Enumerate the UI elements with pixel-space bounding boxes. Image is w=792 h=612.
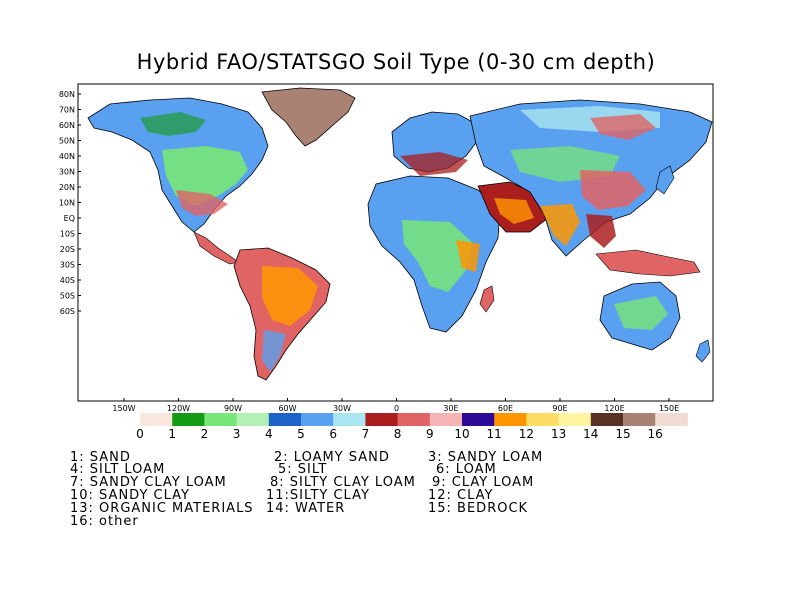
lon-tick-label: 120E (604, 404, 624, 413)
colorbar-label: 14 (583, 427, 598, 441)
europe-south (400, 152, 468, 176)
lon-tick-label: 30E (443, 404, 458, 413)
colorbar-label: 12 (519, 427, 534, 441)
colorbar-label: 7 (362, 427, 370, 441)
lat-tick-label: 60N (59, 121, 75, 130)
lon-tick-label: 90E (552, 404, 567, 413)
latitude-axis: 80N 70N 60N 50N 40N 30N 20N 10N EQ 10S 20S 30S 40S 50… (59, 90, 81, 316)
colorbar-swatch (397, 413, 431, 426)
lat-tick-label: 80N (59, 90, 75, 99)
colorbar-swatch (590, 413, 624, 426)
colorbar-label: 8 (394, 427, 402, 441)
lat-tick-label: EQ (64, 214, 75, 223)
colorbar-label: 13 (551, 427, 566, 441)
legend-item-11: 11:SILTY CLAY (266, 488, 370, 503)
colorbar-swatch (140, 413, 173, 426)
colorbar-label: 11 (487, 427, 502, 441)
legend-item-13: 13: ORGANIC MATERIALS (70, 501, 254, 516)
australia-interior (614, 296, 668, 330)
colorbar-swatch (655, 413, 688, 426)
lon-tick-label: 30W (333, 404, 351, 413)
colorbar-swatch (301, 413, 334, 426)
asia-east-siberia (590, 114, 656, 140)
legend-item-15: 15: BEDROCK (428, 501, 529, 516)
colorbar-swatch (333, 413, 366, 426)
lat-tick-label: 50S (60, 292, 75, 301)
colorbar-swatch (494, 413, 527, 426)
lat-tick-label: 10N (59, 199, 75, 208)
legend-item-8: 8: SILTY CLAY LOAM (270, 475, 416, 490)
longitude-axis: 150W 120W 90W 60W 30W 0 30E 60E 90E 120E 150E (112, 398, 679, 413)
lon-tick-label: 0 (394, 404, 399, 413)
lon-tick-label: 60E (498, 404, 513, 413)
lon-tick-label: 120W (167, 404, 190, 413)
madagascar (479, 285, 495, 313)
colorbar-swatch (204, 413, 238, 426)
asia-india (540, 204, 580, 246)
legend-item-14: 14: WATER (266, 501, 346, 516)
colorbar-label: 1 (168, 427, 176, 441)
lon-tick-label: 90W (224, 404, 242, 413)
colorbar-label: 3 (233, 427, 241, 441)
north-america-north (140, 112, 206, 136)
lat-tick-label: 50N (59, 137, 75, 146)
north-america-south (176, 190, 228, 216)
africa-interior (402, 220, 472, 292)
lat-tick-label: 70N (59, 106, 75, 115)
lon-tick-label: 60W (278, 404, 296, 413)
legend-item-16: 16: other (70, 514, 139, 529)
map-title: Hybrid FAO/STATSGO Soil Type (0-30 cm de… (136, 50, 656, 74)
lat-tick-label: 30S (60, 261, 75, 270)
legend-item-4: 4: SILT LOAM (70, 462, 166, 477)
legend-item-1: 1: SAND (70, 450, 131, 465)
lat-tick-label: 10S (60, 230, 75, 239)
lat-tick-label: 30N (59, 168, 75, 177)
arabia-sand (494, 198, 534, 224)
indonesia (595, 249, 701, 277)
colorbar-label: 15 (615, 427, 630, 441)
colorbar-swatch (236, 413, 270, 426)
colorbar-label: 4 (265, 427, 273, 441)
japan (655, 165, 675, 195)
colorbar-label: 5 (297, 427, 305, 441)
colorbar-swatch (526, 413, 560, 426)
colorbar-swatch (429, 413, 463, 426)
south-america-south (262, 330, 286, 372)
legend-item-7: 7: SANDY CLAY LOAM (70, 475, 227, 490)
colorbar-swatch (623, 413, 656, 426)
lat-tick-label: 40N (59, 152, 75, 161)
colorbar-swatch (365, 413, 399, 426)
legend-item-9: 9: CLAY LOAM (432, 475, 535, 490)
colorbar-swatch (268, 413, 302, 426)
legend-item-6: 6: LOAM (436, 462, 497, 477)
lon-tick-label: 150W (112, 404, 135, 413)
colorbar-label: 0 (136, 427, 144, 441)
legend-item-3: 3: SANDY LOAM (428, 450, 544, 465)
colorbar-label: 9 (426, 427, 434, 441)
colorbar-label: 16 (648, 427, 663, 441)
legend-item-12: 12: CLAY (428, 488, 494, 503)
legend-item-2: 2: LOAMY SAND (274, 450, 390, 465)
colorbar-label: 6 (329, 427, 337, 441)
africa-east (456, 240, 480, 272)
new-zealand (695, 339, 711, 363)
colorbar-swatch (172, 413, 205, 426)
lat-tick-label: 40S (60, 276, 75, 285)
asia-southeast (586, 214, 616, 248)
asia-china (580, 170, 646, 210)
colorbar-swatch (558, 413, 592, 426)
greenland (261, 87, 356, 147)
colorbar-label: 10 (454, 427, 469, 441)
legend-item-5: 5: SILT (278, 462, 328, 477)
lat-tick-label: 60S (60, 307, 75, 316)
lat-tick-label: 20S (60, 245, 75, 254)
south-america-interior (262, 266, 318, 326)
lat-tick-label: 20N (59, 183, 75, 192)
colorbar-swatch (462, 413, 495, 426)
colorbar-label: 2 (201, 427, 209, 441)
legend-item-10: 10: SANDY CLAY (70, 488, 190, 503)
lon-tick-label: 150E (659, 404, 679, 413)
